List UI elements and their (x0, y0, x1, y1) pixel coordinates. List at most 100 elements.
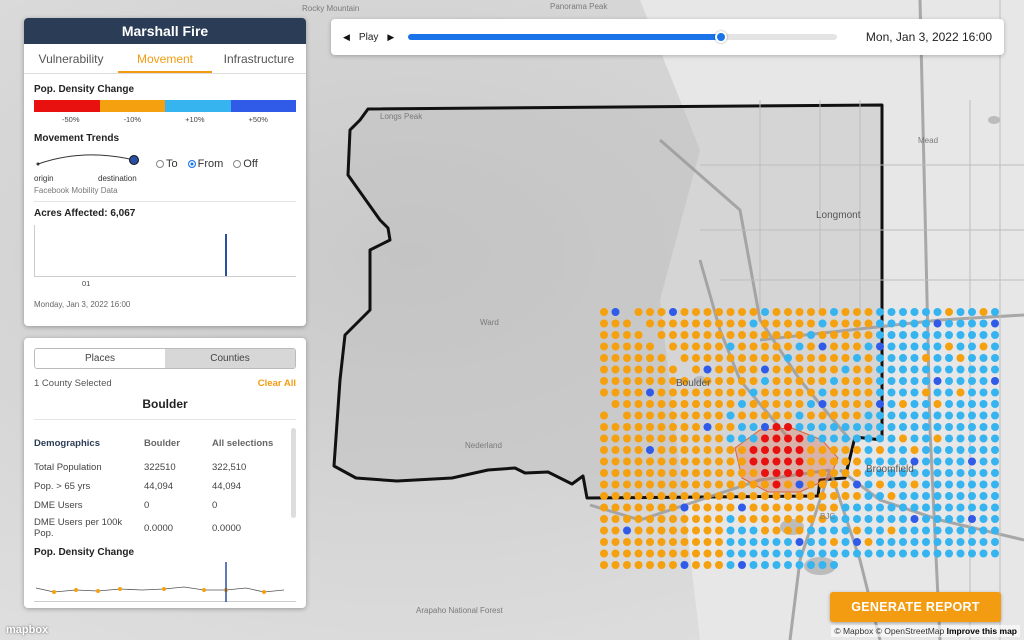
density-dot[interactable] (991, 480, 999, 489)
density-dot[interactable] (611, 331, 620, 339)
density-dot[interactable] (761, 434, 769, 443)
density-dot[interactable] (784, 377, 792, 385)
density-dot[interactable] (795, 411, 804, 420)
density-dot[interactable] (611, 388, 620, 397)
density-dot[interactable] (899, 538, 907, 546)
density-dot[interactable] (922, 526, 930, 535)
density-dot[interactable] (899, 480, 907, 489)
density-dot[interactable] (680, 469, 689, 477)
density-dot[interactable] (703, 354, 712, 362)
density-dot[interactable] (910, 457, 919, 466)
density-dot[interactable] (807, 434, 815, 443)
density-dot[interactable] (738, 308, 746, 316)
density-dot[interactable] (657, 515, 666, 523)
density-dot[interactable] (680, 423, 689, 431)
density-dot[interactable] (646, 354, 654, 362)
density-dot[interactable] (899, 331, 907, 339)
density-dot[interactable] (680, 446, 689, 454)
density-dot[interactable] (680, 492, 689, 500)
density-dot[interactable] (830, 561, 838, 569)
density-dot[interactable] (634, 331, 643, 339)
density-dot[interactable] (945, 331, 953, 339)
density-dot[interactable] (646, 457, 654, 466)
density-dot[interactable] (795, 400, 804, 408)
density-dot[interactable] (945, 503, 953, 512)
density-dot[interactable] (945, 480, 953, 489)
density-dot[interactable] (738, 411, 746, 420)
density-dot[interactable] (634, 457, 643, 466)
density-dot[interactable] (738, 434, 746, 443)
density-dot[interactable] (772, 515, 781, 523)
density-dot[interactable] (841, 411, 850, 420)
toggle-counties[interactable]: Counties (165, 349, 295, 368)
density-dot[interactable] (749, 319, 758, 328)
density-dot[interactable] (979, 538, 988, 546)
density-dot[interactable] (830, 503, 838, 512)
density-dot[interactable] (887, 469, 896, 477)
density-dot[interactable] (876, 388, 884, 397)
density-dot[interactable] (933, 549, 942, 558)
density-dot[interactable] (818, 446, 827, 454)
density-dot[interactable] (703, 342, 712, 351)
density-dot[interactable] (611, 549, 620, 558)
density-dot[interactable] (864, 354, 873, 362)
density-dot[interactable] (887, 365, 896, 374)
density-dot[interactable] (887, 492, 896, 500)
density-dot[interactable] (703, 365, 712, 374)
density-dot[interactable] (841, 549, 850, 558)
density-dot[interactable] (922, 434, 930, 443)
density-dot[interactable] (784, 308, 792, 316)
density-dot[interactable] (807, 354, 815, 362)
density-dot[interactable] (979, 457, 988, 466)
density-dot[interactable] (703, 561, 712, 569)
density-dot[interactable] (933, 434, 942, 443)
density-dot[interactable] (853, 434, 861, 443)
density-dot[interactable] (623, 503, 631, 512)
density-dot[interactable] (784, 411, 792, 420)
density-dot[interactable] (991, 342, 999, 351)
density-dot[interactable] (784, 538, 792, 546)
density-dot[interactable] (979, 308, 988, 316)
density-dot[interactable] (853, 423, 861, 431)
density-dot[interactable] (899, 526, 907, 535)
density-dot[interactable] (749, 480, 758, 489)
density-dot[interactable] (956, 411, 965, 420)
density-dot[interactable] (841, 515, 850, 523)
density-dot[interactable] (772, 446, 781, 454)
density-dot[interactable] (600, 319, 608, 328)
density-dot[interactable] (841, 446, 850, 454)
density-dot[interactable] (876, 446, 884, 454)
density-dot[interactable] (749, 561, 758, 569)
density-dot[interactable] (623, 365, 631, 374)
density-dot[interactable] (784, 342, 792, 351)
density-dot[interactable] (807, 308, 815, 316)
density-dot[interactable] (910, 331, 919, 339)
density-dot[interactable] (726, 423, 735, 431)
density-dot[interactable] (703, 503, 712, 512)
density-dot[interactable] (749, 503, 758, 512)
density-dot[interactable] (623, 400, 631, 408)
density-dot[interactable] (680, 480, 689, 489)
density-dot[interactable] (703, 423, 712, 431)
density-dot[interactable] (715, 400, 723, 408)
density-dot[interactable] (795, 319, 804, 328)
density-dot[interactable] (968, 365, 976, 374)
density-dot[interactable] (646, 515, 654, 523)
density-dot[interactable] (703, 377, 712, 385)
density-dot[interactable] (830, 331, 838, 339)
density-dot[interactable] (853, 342, 861, 351)
density-dot[interactable] (991, 308, 999, 316)
density-dot[interactable] (864, 538, 873, 546)
density-dot[interactable] (956, 526, 965, 535)
density-dot[interactable] (772, 400, 781, 408)
density-dot[interactable] (761, 377, 769, 385)
density-dot[interactable] (611, 434, 620, 443)
density-dot[interactable] (680, 354, 689, 362)
density-dot[interactable] (726, 354, 735, 362)
density-dot[interactable] (933, 377, 942, 385)
density-dot[interactable] (772, 469, 781, 477)
density-dot[interactable] (680, 549, 689, 558)
density-dot[interactable] (818, 342, 827, 351)
density-dot[interactable] (853, 377, 861, 385)
density-dot[interactable] (600, 342, 608, 351)
